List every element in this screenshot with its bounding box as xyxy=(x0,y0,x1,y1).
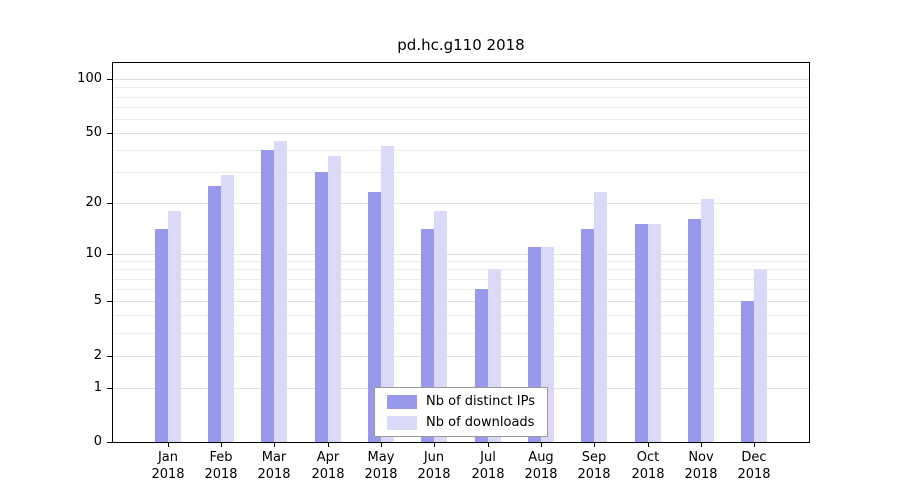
chart-title: pd.hc.g110 2018 xyxy=(397,36,525,54)
x-tick-label: Mar 2018 xyxy=(257,450,291,482)
gridline xyxy=(113,119,809,120)
y-tick-mark xyxy=(107,301,112,302)
plot-area: Nb of distinct IPs Nb of downloads xyxy=(112,62,810,443)
x-tick-label: Jul 2018 xyxy=(471,450,505,482)
legend-item: Nb of distinct IPs xyxy=(387,394,535,409)
bar-nb-of-distinct-ips-may-2018 xyxy=(368,192,381,442)
gridline xyxy=(113,172,809,173)
x-tick-mark xyxy=(274,443,275,447)
gridline xyxy=(113,87,809,88)
y-tick-label: 1 xyxy=(93,380,102,395)
y-tick-mark xyxy=(107,442,112,443)
bar-nb-of-downloads-jan-2018 xyxy=(168,211,181,442)
x-tick-label: Dec 2018 xyxy=(737,450,771,482)
bar-nb-of-downloads-oct-2018 xyxy=(648,224,661,442)
bar-nb-of-distinct-ips-feb-2018 xyxy=(208,186,221,442)
bar-nb-of-distinct-ips-oct-2018 xyxy=(635,224,648,442)
x-tick-label: May 2018 xyxy=(364,450,398,482)
legend-swatch-nb-of-distinct-ips xyxy=(387,394,418,409)
x-tick-mark xyxy=(168,443,169,447)
bar-nb-of-downloads-sep-2018 xyxy=(594,192,607,442)
y-tick-mark xyxy=(107,203,112,204)
legend-swatch-nb-of-downloads xyxy=(387,415,418,430)
bar-nb-of-downloads-apr-2018 xyxy=(328,156,341,442)
gridline xyxy=(113,269,809,270)
y-tick-mark xyxy=(107,356,112,357)
bar-nb-of-distinct-ips-jan-2018 xyxy=(155,229,168,442)
gridline xyxy=(113,150,809,151)
x-tick-mark xyxy=(381,443,382,447)
gridline xyxy=(113,97,809,98)
x-tick-label: Oct 2018 xyxy=(631,450,665,482)
y-tick-label: 0 xyxy=(93,434,102,449)
gridline xyxy=(113,133,809,134)
bar-nb-of-downloads-mar-2018 xyxy=(274,141,287,442)
y-tick-mark xyxy=(107,254,112,255)
x-tick-label: Apr 2018 xyxy=(311,450,345,482)
bar-nb-of-distinct-ips-mar-2018 xyxy=(261,150,274,442)
y-tick-label: 50 xyxy=(85,125,102,140)
gridline xyxy=(113,333,809,334)
x-tick-mark xyxy=(221,443,222,447)
bar-nb-of-downloads-jun-2018 xyxy=(434,211,447,442)
gridline xyxy=(113,356,809,357)
x-tick-label: Jan 2018 xyxy=(151,450,185,482)
bar-nb-of-distinct-ips-sep-2018 xyxy=(581,229,594,442)
legend-item-label: Nb of distinct IPs xyxy=(426,394,535,409)
y-tick-mark xyxy=(107,388,112,389)
bar-nb-of-distinct-ips-nov-2018 xyxy=(688,219,701,442)
gridline xyxy=(113,315,809,316)
gridline xyxy=(113,279,809,280)
y-tick-label: 100 xyxy=(77,71,102,86)
gridline xyxy=(113,289,809,290)
x-tick-mark xyxy=(648,443,649,447)
bar-nb-of-downloads-may-2018 xyxy=(381,146,394,442)
bar-nb-of-downloads-nov-2018 xyxy=(701,199,714,442)
y-tick-mark xyxy=(107,133,112,134)
bar-nb-of-distinct-ips-dec-2018 xyxy=(741,301,754,442)
x-tick-mark xyxy=(541,443,542,447)
y-tick-mark xyxy=(107,79,112,80)
bar-nb-of-downloads-feb-2018 xyxy=(221,175,234,442)
x-tick-mark xyxy=(488,443,489,447)
gridline xyxy=(113,203,809,204)
gridline xyxy=(113,254,809,255)
x-tick-label: Feb 2018 xyxy=(204,450,238,482)
x-tick-label: Aug 2018 xyxy=(524,450,558,482)
bar-nb-of-downloads-dec-2018 xyxy=(754,269,767,442)
y-tick-label: 20 xyxy=(85,195,102,210)
bar-layer xyxy=(113,63,809,442)
x-tick-mark xyxy=(328,443,329,447)
y-tick-label: 5 xyxy=(93,293,102,308)
y-tick-label: 2 xyxy=(93,348,102,363)
y-tick-label: 10 xyxy=(85,246,102,261)
x-tick-mark xyxy=(434,443,435,447)
grid-layer xyxy=(113,63,809,442)
gridline xyxy=(113,107,809,108)
legend-item: Nb of downloads xyxy=(387,415,535,430)
x-tick-label: Jun 2018 xyxy=(417,450,451,482)
gridline xyxy=(113,79,809,80)
gridline xyxy=(113,261,809,262)
x-tick-mark xyxy=(754,443,755,447)
x-tick-mark xyxy=(594,443,595,447)
x-tick-label: Nov 2018 xyxy=(684,450,718,482)
legend: Nb of distinct IPs Nb of downloads xyxy=(374,387,548,437)
legend-item-label: Nb of downloads xyxy=(426,415,535,430)
x-tick-label: Sep 2018 xyxy=(577,450,611,482)
bar-nb-of-distinct-ips-apr-2018 xyxy=(315,172,328,442)
x-tick-mark xyxy=(701,443,702,447)
gridline xyxy=(113,301,809,302)
